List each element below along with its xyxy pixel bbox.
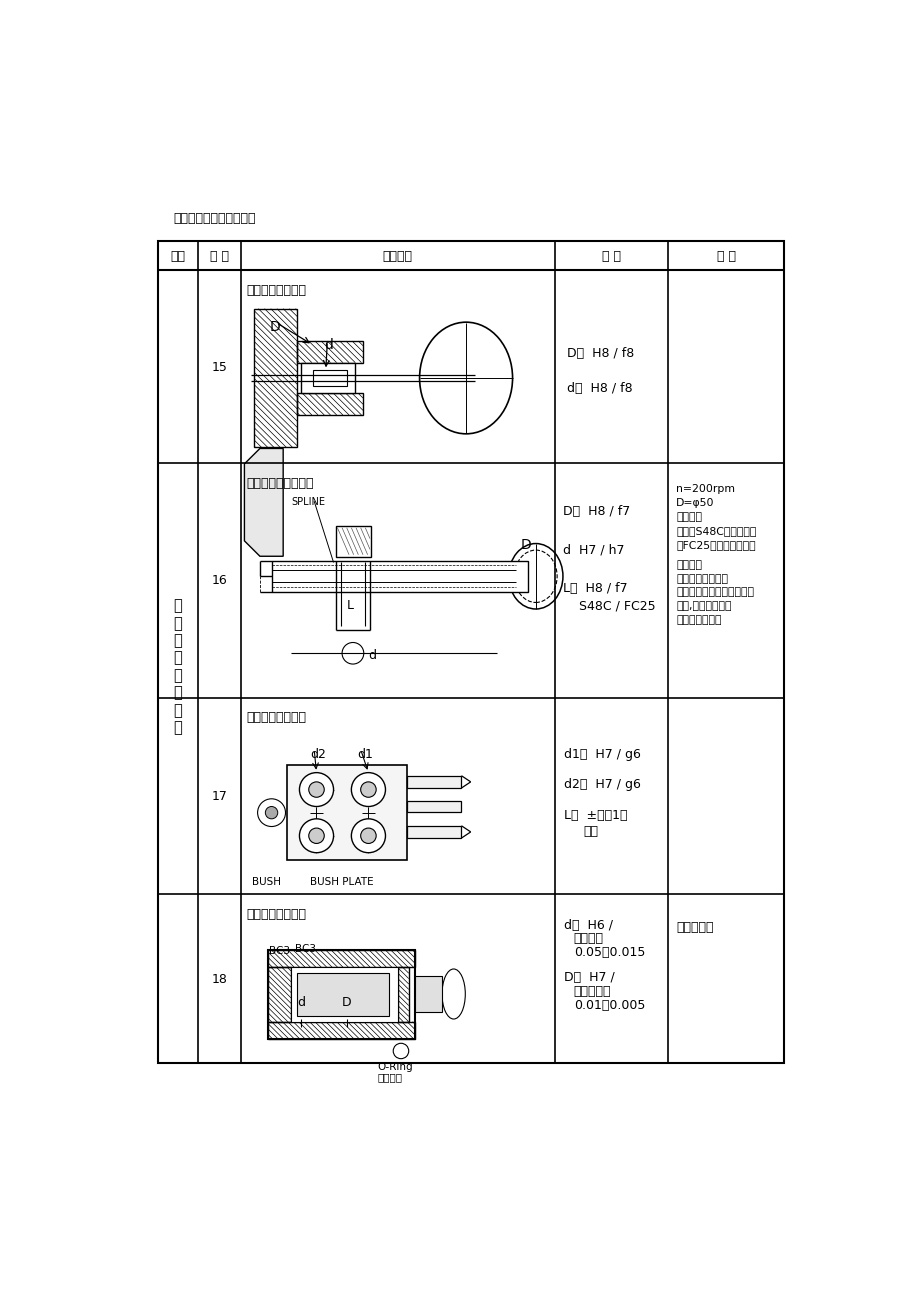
Text: 间
隙
配
合
（
往
复
）: 间 隙 配 合 （ 往 复 ） (173, 599, 182, 736)
Bar (267, 1022, 414, 1039)
Text: D: D (269, 320, 280, 335)
Text: 16: 16 (211, 574, 227, 587)
Text: d：  H6 /: d： H6 / (564, 918, 613, 931)
Bar (297, 341, 363, 362)
Circle shape (299, 819, 334, 853)
Text: D；  H8 / f8: D； H8 / f8 (566, 348, 633, 361)
Text: d2: d2 (310, 747, 326, 760)
Text: S48C / FC25: S48C / FC25 (562, 600, 655, 613)
Bar (297, 973, 388, 1016)
Bar (267, 967, 290, 1022)
Text: 要注意滑动面材料: 要注意滑动面材料 (675, 574, 727, 583)
Text: 材料：S48C（碳素钢）: 材料：S48C（碳素钢） (675, 526, 755, 536)
Text: 具体例子: 具体例子 (382, 250, 413, 263)
Text: 配 合: 配 合 (602, 250, 620, 263)
Text: 高速时，: 高速时， (675, 560, 701, 570)
Text: 滴下润滑: 滴下润滑 (675, 512, 701, 522)
Text: L：  ±工装1级: L： ±工装1级 (564, 810, 628, 822)
Text: 转换手柄用定位销: 转换手柄用定位销 (246, 284, 306, 297)
Text: 剖齿的例子: 剖齿的例子 (675, 921, 713, 934)
Bar (157, 241, 783, 1064)
Text: n=200rpm: n=200rpm (675, 484, 734, 495)
Text: 17: 17 (211, 790, 227, 803)
Bar (407, 776, 461, 788)
Text: 18: 18 (211, 973, 227, 986)
Bar (312, 370, 347, 385)
Text: 另外,要加大间隙，: 另外,要加大间隙， (675, 602, 731, 612)
Text: d2：  H7 / g6: d2： H7 / g6 (564, 779, 641, 792)
Bar (335, 526, 370, 557)
Text: d1: d1 (357, 747, 372, 760)
Text: BC3: BC3 (294, 944, 315, 954)
Text: d1：  H7 / g6: d1： H7 / g6 (564, 747, 641, 760)
Text: 序 号: 序 号 (210, 250, 229, 263)
Bar (267, 950, 414, 967)
Text: D: D (342, 996, 351, 1009)
Text: （单侧要使用铜合金片），: （单侧要使用铜合金片）， (675, 587, 754, 598)
Text: SPLINE: SPLINE (290, 497, 324, 508)
Text: BC3: BC3 (269, 947, 289, 956)
Polygon shape (244, 448, 283, 556)
Text: d  H7 / h7: d H7 / h7 (562, 543, 624, 556)
Text: L: L (346, 599, 353, 612)
Text: 配合公差选择的具体例子: 配合公差选择的具体例子 (173, 212, 255, 225)
Circle shape (351, 772, 385, 806)
Bar (407, 801, 461, 812)
Circle shape (309, 828, 323, 844)
Bar (301, 362, 355, 393)
Text: 确保充分润滑。: 确保充分润滑。 (675, 615, 720, 625)
Text: 0.01～0.005: 0.01～0.005 (573, 999, 644, 1012)
Circle shape (360, 783, 376, 797)
Bar (397, 967, 408, 1022)
Text: d: d (297, 996, 305, 1009)
Text: 备 注: 备 注 (716, 250, 735, 263)
Circle shape (360, 828, 376, 844)
Text: BUSH PLATE: BUSH PLATE (310, 878, 373, 888)
Text: D=φ50: D=φ50 (675, 499, 714, 508)
Text: D；  H8 / f7: D； H8 / f7 (562, 505, 630, 518)
Text: D: D (520, 538, 530, 552)
Bar (271, 561, 528, 591)
Circle shape (309, 783, 323, 797)
Bar (267, 950, 414, 1039)
Circle shape (351, 819, 385, 853)
Text: 15: 15 (211, 361, 227, 374)
Text: d: d (368, 650, 376, 663)
Text: O-Ring: O-Ring (378, 1061, 413, 1072)
Bar (255, 309, 297, 448)
Circle shape (299, 772, 334, 806)
Text: 配作间隙: 配作间隙 (573, 932, 603, 945)
Text: テフロン: テフロン (378, 1073, 403, 1082)
Text: 公差: 公差 (584, 824, 598, 837)
Bar (287, 766, 407, 861)
Circle shape (265, 806, 278, 819)
Text: 种类: 种类 (170, 250, 185, 263)
Bar (407, 825, 461, 838)
Text: d；  H8 / f8: d； H8 / f8 (566, 381, 631, 395)
Text: 齿轮切换用换挡拨叉: 齿轮切换用换挡拨叉 (246, 477, 314, 490)
Text: L：  H8 / f7: L： H8 / f7 (562, 582, 627, 595)
Bar (297, 393, 363, 415)
Text: 多轴头用多导向杆: 多轴头用多导向杆 (246, 711, 306, 724)
Text: 配作过盈量: 配作过盈量 (573, 984, 610, 997)
Text: 0.05～0.015: 0.05～0.015 (573, 947, 644, 960)
Text: 刀盘（静压轴承）: 刀盘（静压轴承） (246, 907, 306, 921)
Text: d: d (323, 339, 333, 352)
Text: 和FC25（铸铁）的组合: 和FC25（铸铁）的组合 (675, 540, 754, 549)
Bar (290, 967, 397, 1022)
Text: BUSH: BUSH (252, 878, 281, 888)
Text: D：  H7 /: D： H7 / (564, 971, 615, 984)
Bar (414, 976, 441, 1013)
